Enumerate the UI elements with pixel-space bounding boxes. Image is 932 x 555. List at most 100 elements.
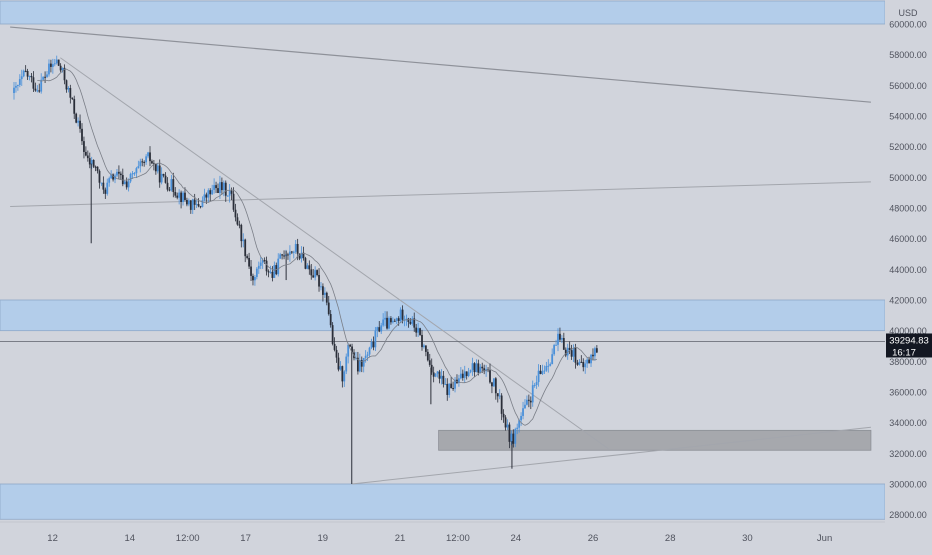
x-tick-label: 30 — [742, 533, 753, 544]
time-axis-panel[interactable] — [0, 522, 932, 550]
candle-body — [345, 356, 348, 372]
candle-body — [158, 165, 161, 183]
y-tick-label: 48000.00 — [889, 204, 927, 214]
candle-body — [358, 359, 361, 372]
candle-body — [370, 341, 373, 348]
candle-body — [189, 200, 192, 210]
candle-body — [22, 70, 25, 77]
candle-body — [186, 199, 188, 205]
candle-body — [492, 378, 495, 387]
candle-body — [106, 182, 109, 194]
candle-body — [234, 209, 237, 218]
candle-body — [281, 254, 284, 256]
candle-body — [568, 347, 571, 351]
candle-body — [254, 277, 256, 281]
candle-body — [110, 174, 113, 179]
candle-body — [329, 314, 332, 326]
candle-body — [170, 179, 173, 191]
candle-body — [481, 366, 484, 369]
candle-body — [38, 90, 41, 92]
x-tick-label: 12:00 — [176, 533, 200, 544]
candle-body — [277, 258, 280, 275]
candle-body — [438, 371, 441, 379]
candle-body — [504, 417, 507, 428]
candle-body — [259, 262, 262, 266]
trendline-0 — [10, 26, 871, 103]
candle-body — [411, 318, 414, 324]
candle-body — [236, 217, 239, 225]
candle-body — [323, 292, 326, 295]
candle-body — [24, 70, 27, 72]
candle-body — [327, 302, 330, 315]
x-tick-label: 24 — [511, 533, 522, 544]
candle-body — [182, 192, 184, 202]
candle-body — [304, 258, 307, 269]
y-tick-label: 60000.00 — [889, 20, 927, 30]
candle-body — [44, 76, 46, 78]
price-axis-panel[interactable] — [885, 0, 932, 550]
candle-body — [119, 173, 122, 176]
candle-body — [199, 206, 202, 208]
candle-body — [524, 404, 526, 409]
candle-body — [502, 413, 505, 418]
candle-body — [242, 239, 245, 242]
candle-body — [378, 327, 381, 332]
candle-body — [271, 271, 274, 278]
candle-body — [118, 171, 120, 174]
candle-body — [343, 371, 346, 382]
candle-body — [57, 59, 60, 66]
x-tick-label: 21 — [395, 533, 406, 544]
last-price-tag: 39294.83 16:17 — [886, 333, 932, 358]
candle-body — [207, 190, 210, 198]
candle-body — [477, 363, 480, 373]
candle-body — [461, 373, 464, 378]
candle-body — [545, 366, 548, 371]
candle-body — [459, 373, 462, 379]
candle-body — [13, 87, 15, 93]
y-tick-label: 52000.00 — [889, 142, 927, 152]
candle-body — [287, 254, 289, 256]
last-price-tag-background — [886, 333, 932, 358]
candle-body — [322, 286, 324, 295]
candle-body — [100, 182, 103, 184]
candle-body — [491, 382, 493, 387]
candle-body — [42, 76, 45, 80]
x-tick-label: Jun — [817, 533, 832, 544]
moving-average-line — [37, 68, 598, 426]
candle-body — [397, 318, 400, 321]
candle-body — [584, 363, 587, 368]
candle-body — [555, 344, 557, 346]
candle-body — [391, 320, 394, 323]
candle-body — [145, 156, 148, 163]
candle-body — [514, 429, 517, 444]
candle-body — [112, 174, 114, 180]
candle-body — [405, 318, 408, 320]
candle-body — [90, 159, 93, 165]
candle-body — [364, 355, 367, 358]
candle-body — [255, 268, 258, 278]
candle-body — [428, 360, 431, 365]
candle-body — [84, 151, 87, 156]
candle-body — [594, 348, 596, 357]
candle-body — [296, 243, 299, 254]
candle-body — [384, 317, 386, 320]
candle-body — [302, 252, 305, 259]
candle-body — [533, 384, 536, 386]
candle-body — [518, 420, 521, 428]
candle-body — [310, 269, 313, 276]
y-tick-label: 32000.00 — [889, 449, 927, 459]
candle-body — [102, 182, 105, 190]
candle-body — [252, 275, 254, 281]
candle-body — [298, 253, 301, 259]
candle-body — [143, 161, 146, 163]
candle-body — [407, 318, 410, 322]
candle-body — [205, 194, 208, 198]
candle-body — [172, 179, 175, 193]
x-tick-label: 26 — [588, 533, 599, 544]
last-price-value: 39294.83 — [889, 335, 929, 346]
candle-body — [226, 195, 229, 197]
candle-body — [261, 260, 264, 263]
candle-body — [46, 74, 48, 77]
